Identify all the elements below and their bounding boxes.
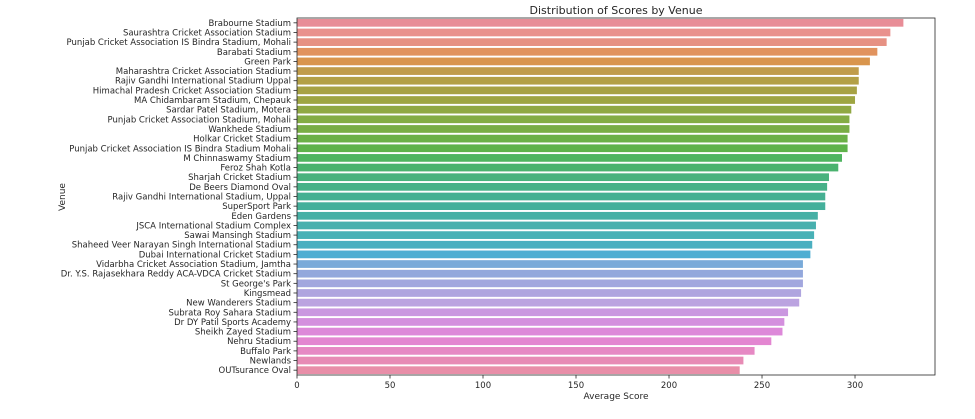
y-tick-label: Dr. Y.S. Rajasekhara Reddy ACA-VDCA Cric… xyxy=(61,270,291,280)
bar xyxy=(297,105,852,114)
bar xyxy=(297,327,783,336)
bar xyxy=(297,260,803,268)
y-tick-label: Wankhede Stadium xyxy=(208,125,291,135)
bar xyxy=(297,202,826,211)
y-tick-label: M Chinnaswamy Stadium xyxy=(183,154,291,164)
y-tick-label: SuperSport Park xyxy=(222,202,291,212)
bar xyxy=(297,211,818,220)
bar xyxy=(297,231,815,239)
x-axis-title: Average Score xyxy=(583,392,648,402)
bar xyxy=(297,28,891,37)
x-tick-labels: 0 50 100 150 200 250 300 xyxy=(294,375,863,391)
y-tick-label: Rajiv Gandhi International Stadium Uppal xyxy=(115,77,291,87)
y-tick-label: Punjab Cricket Association IS Bindra Sta… xyxy=(69,144,291,154)
bar xyxy=(297,125,850,133)
bar xyxy=(297,154,842,162)
y-tick-label: De Beers Diamond Oval xyxy=(189,183,291,193)
x-tick-label: 50 xyxy=(385,381,396,391)
y-tick-label: Sardar Patel Stadium, Motera xyxy=(166,106,291,116)
y-tick-label: Punjab Cricket Association Stadium, Moha… xyxy=(108,115,292,125)
y-tick-label: St George's Park xyxy=(221,279,291,289)
y-tick-label: Rajiv Gandhi International Stadium, Uppa… xyxy=(112,193,291,203)
bar xyxy=(297,279,803,288)
y-tick-label: Green Park xyxy=(244,57,291,67)
y-tick-label: Dr DY Patil Sports Academy xyxy=(174,318,291,328)
bar xyxy=(297,134,848,143)
y-tick-label: New Wanderers Stadium xyxy=(186,299,291,309)
y-tick-label: JSCA International Stadium Complex xyxy=(135,221,291,231)
bar xyxy=(297,163,839,172)
y-tick-label: Newlands xyxy=(250,357,292,367)
y-tick-label: Brabourne Stadium xyxy=(208,19,291,29)
x-tick-label: 100 xyxy=(475,381,491,391)
bar xyxy=(297,47,878,56)
bar xyxy=(297,173,829,182)
y-tick-label: Punjab Cricket Association IS Bindra Sta… xyxy=(67,38,291,48)
x-tick-label: 250 xyxy=(754,381,770,391)
bars-group xyxy=(297,18,904,375)
bar xyxy=(297,67,859,75)
y-tick-label: Himachal Pradesh Cricket Association Sta… xyxy=(93,86,291,96)
y-axis-title: Venue xyxy=(58,183,68,211)
bar xyxy=(297,240,813,249)
plot-frame xyxy=(296,17,936,376)
y-tick-label: Shaheed Veer Narayan Singh International… xyxy=(72,241,291,251)
bar xyxy=(297,182,828,191)
bar xyxy=(297,221,816,230)
bar xyxy=(297,57,870,66)
bar xyxy=(297,318,785,326)
y-tick-label: OUTsurance Oval xyxy=(219,366,292,376)
bar xyxy=(297,250,811,259)
y-tick-label: Nehru Stadium xyxy=(227,337,291,347)
bar xyxy=(297,76,859,85)
bar xyxy=(297,308,789,317)
bar xyxy=(297,366,740,375)
x-tick-label: 200 xyxy=(661,381,677,391)
bar xyxy=(297,347,755,355)
bar xyxy=(297,38,887,46)
y-tick-label: Holkar Cricket Stadium xyxy=(193,135,291,145)
y-tick-label: Feroz Shah Kotla xyxy=(220,164,291,174)
x-tick-label: 300 xyxy=(847,381,863,391)
bar xyxy=(297,337,772,346)
y-tick-label: Sharjah Cricket Stadium xyxy=(188,173,291,183)
y-tick-label: Kingsmead xyxy=(244,289,291,299)
y-tick-label: Vidarbha Cricket Association Stadium, Ja… xyxy=(96,260,291,270)
bar xyxy=(297,96,856,104)
chart-title: Distribution of Scores by Venue xyxy=(530,4,703,17)
bar xyxy=(297,115,850,124)
y-tick-label: Buffalo Park xyxy=(240,347,291,357)
y-tick-label: Saurashtra Cricket Association Stadium xyxy=(123,28,291,38)
bar xyxy=(297,298,800,307)
y-tick-label: Eden Gardens xyxy=(231,212,291,222)
y-tick-label: Dubai International Cricket Stadium xyxy=(139,250,291,260)
bar xyxy=(297,269,803,278)
y-tick-label: Sawai Mansingh Stadium xyxy=(184,231,291,241)
bar xyxy=(297,18,904,27)
y-tick-label: Maharashtra Cricket Association Stadium xyxy=(116,67,291,77)
x-tick-label: 150 xyxy=(568,381,584,391)
bar xyxy=(297,356,744,365)
bar xyxy=(297,289,802,297)
bar xyxy=(297,86,857,95)
y-tick-label: Sheikh Zayed Stadium xyxy=(195,328,291,338)
x-tick-label: 0 xyxy=(294,381,299,391)
y-tick-label: Barabati Stadium xyxy=(217,48,291,58)
bar xyxy=(297,192,826,201)
y-tick-label: MA Chidambaram Stadium, Chepauk xyxy=(134,96,291,106)
bar xyxy=(297,144,848,153)
y-tick-label: Subrata Roy Sahara Stadium xyxy=(168,308,291,318)
